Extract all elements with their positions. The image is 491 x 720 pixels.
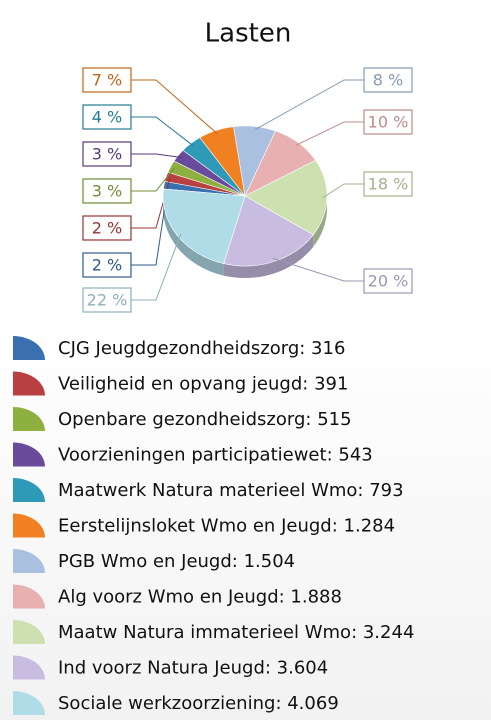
legend-separator: : [232, 551, 244, 572]
legend-name: Alg voorz Wmo en Jeugd [58, 587, 279, 608]
legend-name: Openbare gezondheidszorg [58, 409, 305, 430]
legend-separator: : [299, 338, 311, 359]
leader-line [295, 121, 364, 146]
legend-value: 543 [338, 445, 372, 466]
legend-name: Veiligheid en opvang jeugd [58, 374, 302, 395]
legend-label: Eerstelijnsloket Wmo en Jeugd: 1.284 [58, 516, 395, 537]
legend-value: 3.604 [277, 658, 329, 679]
legend-value: 316 [311, 338, 345, 359]
legend-value: 391 [314, 374, 348, 395]
percentage-label: 2 % [92, 219, 122, 238]
legend-name: Voorzieningen participatiewet [58, 445, 327, 466]
pie-slice [223, 195, 314, 267]
pie-side [223, 234, 314, 279]
legend-separator: : [305, 409, 317, 430]
pie-slice [244, 159, 328, 236]
legend-swatch [13, 584, 45, 609]
leader-line [131, 79, 218, 135]
legend-swatch [13, 691, 45, 715]
legend-separator: : [275, 693, 287, 714]
legend-name: Maatwerk Natura materieel Wmo [58, 480, 357, 501]
legend-label: Veiligheid en opvang jeugd: 391 [58, 374, 348, 395]
legend-swatch [13, 371, 45, 396]
legend-name: Eerstelijnsloket Wmo en Jeugd [58, 516, 332, 537]
leader-line [131, 233, 182, 301]
legend-label: CJG Jeugdgezondheidszorg: 316 [58, 338, 345, 359]
legend-swatch [13, 336, 45, 360]
leader-line [131, 116, 194, 147]
legend-separator: : [351, 622, 363, 643]
leader-line [131, 167, 175, 192]
legend-label: Openbare gezondheidszorg: 515 [58, 409, 352, 430]
legend-label: Maatwerk Natura materieel Wmo: 793 [58, 480, 404, 501]
percentage-box [363, 109, 413, 135]
percentage-box [363, 268, 413, 294]
percentage-label: 18 % [368, 175, 409, 194]
legend-name: Ind voorz Natura Jeugd [58, 658, 265, 679]
percentage-box [82, 141, 132, 167]
percentage-box [363, 67, 413, 93]
legend-swatch [13, 620, 45, 644]
legend-swatch [13, 513, 45, 538]
legend-swatch [13, 478, 45, 502]
legend-label: Maatw Natura immaterieel Wmo: 3.244 [58, 622, 414, 643]
percentage-label: 22 % [87, 291, 128, 310]
legend-value: 1.888 [290, 587, 342, 608]
legend-label: PGB Wmo en Jeugd: 1.504 [58, 551, 295, 572]
legend-separator: : [357, 480, 369, 501]
percentage-label: 20 % [368, 272, 409, 291]
legend-value: 793 [369, 480, 403, 501]
legend-value: 3.244 [363, 622, 415, 643]
legend-label: Alg voorz Wmo en Jeugd: 1.888 [58, 587, 342, 608]
legend-name: Sociale werkzoorziening [58, 693, 275, 714]
percentage-label: 2 % [92, 256, 122, 275]
percentage-label: 8 % [373, 71, 403, 90]
legend-swatch [13, 549, 45, 573]
legend-value: 4.069 [287, 693, 339, 714]
percentage-box [82, 215, 132, 241]
percentage-box [82, 67, 132, 93]
percentage-label: 4 % [92, 108, 122, 127]
percentage-label: 7 % [92, 71, 122, 90]
leader-line [272, 257, 364, 282]
percentage-box [82, 178, 132, 204]
leader-line [131, 153, 182, 158]
chart-title: Lasten [205, 19, 292, 49]
percentage-box [82, 104, 132, 130]
legend-label: Ind voorz Natura Jeugd: 3.604 [58, 658, 328, 679]
pie-slice [162, 188, 246, 264]
percentage-label: 10 % [368, 113, 409, 132]
legend-label: Voorzieningen participatiewet: 543 [58, 445, 373, 466]
leader-line [131, 185, 169, 266]
percentage-label: 3 % [92, 182, 122, 201]
legend-name: CJG Jeugdgezondheidszorg [58, 338, 299, 359]
legend-value: 1.504 [244, 551, 296, 572]
pie-side [162, 188, 224, 276]
legend-separator: : [332, 516, 344, 537]
percentage-box [363, 171, 413, 197]
legend-separator: : [265, 658, 277, 679]
legend-value: 515 [317, 409, 351, 430]
percentage-box [82, 252, 132, 278]
legend-separator: : [327, 445, 339, 466]
leader-line [254, 79, 364, 131]
percentage-box [82, 287, 132, 313]
percentage-label: 3 % [92, 145, 122, 164]
legend-swatch [13, 655, 45, 680]
legend-swatch [13, 407, 45, 431]
legend-name: PGB Wmo en Jeugd [58, 551, 232, 572]
legend-name: Maatw Natura immaterieel Wmo [58, 622, 351, 643]
legend-background [0, 322, 491, 720]
legend-value: 1.284 [344, 516, 396, 537]
leader-line [322, 183, 364, 199]
legend-separator: : [302, 374, 314, 395]
legend-label: Sociale werkzoorziening: 4.069 [58, 693, 339, 714]
legend-separator: : [279, 587, 291, 608]
legend-swatch [13, 442, 45, 467]
